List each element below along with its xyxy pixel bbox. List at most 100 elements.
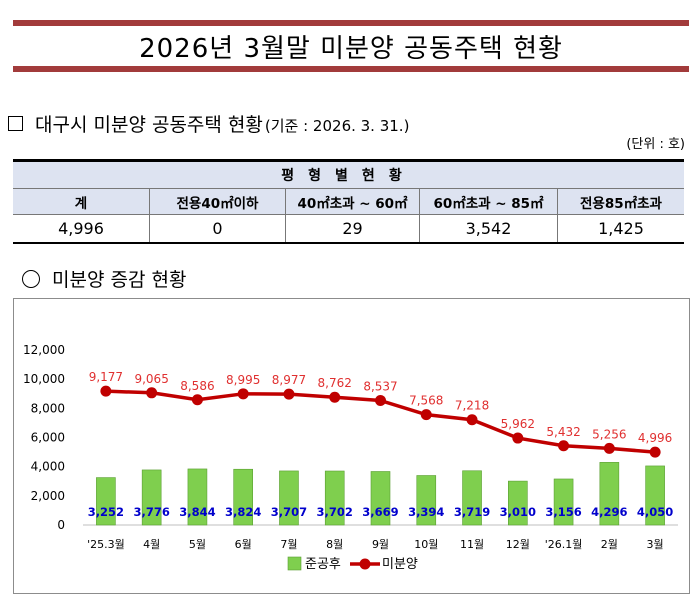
x-tick-label: 12월	[506, 538, 530, 551]
table-cell: 29	[285, 214, 420, 244]
table-group-header-row: 평형별현황	[13, 159, 684, 189]
section-title: 미분양 증감 현황	[52, 269, 187, 291]
bar	[233, 468, 253, 526]
bar-data-label: 3,719	[454, 505, 490, 519]
legend-swatch-bar	[287, 556, 302, 571]
table-header-cell: 전용40㎡이하	[149, 188, 286, 215]
table-header-row: 계 전용40㎡이하 40㎡초과 ~ 60㎡ 60㎡초과 ~ 85㎡ 전용85㎡초…	[13, 188, 684, 215]
bar	[279, 470, 299, 526]
bar	[599, 462, 620, 526]
x-tick-label: 11월	[460, 538, 484, 551]
x-tick-label: 5월	[189, 538, 206, 551]
y-tick-label: 10,000	[23, 372, 65, 386]
x-tick-label: '26.1월	[545, 538, 583, 551]
x-tick-label: '25.3월	[87, 538, 125, 551]
x-tick-label: 2월	[601, 538, 618, 551]
title-bar: 2026년 3월말 미분양 공동주택 현황	[13, 20, 689, 72]
status-table: 평형별현황 계 전용40㎡이하 40㎡초과 ~ 60㎡ 60㎡초과 ~ 85㎡ …	[13, 159, 684, 244]
bar	[187, 468, 208, 526]
bar	[645, 465, 665, 526]
line-point	[329, 391, 341, 403]
line-point	[191, 394, 203, 406]
line-data-label: 8,977	[272, 373, 306, 387]
section-heading-status: 대구시 미분양 공동주택 현황 (기준 : 2026. 3. 31.)	[8, 110, 409, 137]
bar-data-label: 3,707	[271, 505, 307, 519]
bar	[370, 471, 391, 526]
line-data-label: 5,962	[501, 417, 535, 431]
table-cell: 3,542	[419, 214, 558, 244]
line-data-label: 8,762	[318, 376, 352, 390]
y-tick-label: 2,000	[31, 489, 65, 503]
bar-data-label: 3,394	[408, 505, 444, 519]
table-header-cell: 40㎡초과 ~ 60㎡	[285, 188, 420, 215]
y-tick-label: 8,000	[31, 401, 65, 415]
bar	[462, 470, 482, 526]
line-data-label: 7,218	[455, 399, 489, 413]
legend-label: 준공후	[305, 557, 341, 572]
page-title: 2026년 3월말 미분양 공동주택 현황	[139, 33, 563, 64]
line-point	[375, 395, 386, 407]
bar-data-label: 3,844	[179, 505, 215, 519]
line-data-label: 4,996	[638, 431, 672, 445]
x-tick-label: 4월	[143, 538, 160, 551]
line-point	[100, 385, 112, 397]
line-point	[466, 414, 478, 426]
table-header-cell: 전용85㎡초과	[557, 188, 684, 215]
combo-chart: 0 2,000 4,000 6,000 8,000 10,000 12,000 3,252 3,…	[23, 343, 678, 572]
section-heading-change: 미분양 증감 현황	[22, 265, 186, 292]
x-tick-label: 9월	[372, 538, 389, 551]
checkbox-square-icon	[8, 116, 23, 131]
bar-data-label: 3,156	[545, 505, 581, 519]
x-tick-label: 3월	[647, 538, 664, 551]
line-data-label: 9,177	[89, 370, 123, 384]
bar	[141, 469, 162, 526]
line-point	[649, 446, 661, 458]
chart-frame	[13, 298, 690, 594]
line-data-label: 8,586	[180, 379, 214, 393]
line-point	[512, 432, 524, 444]
table-header-cell: 60㎡초과 ~ 85㎡	[419, 188, 558, 215]
bar-data-label: 3,669	[362, 505, 398, 519]
line-data-label: 9,065	[134, 372, 168, 386]
table-row: 4,996 0 29 3,542 1,425	[13, 214, 684, 244]
line-point	[146, 387, 158, 399]
line-data-label: 8,537	[363, 380, 397, 394]
reference-date: (기준 : 2026. 3. 31.)	[264, 117, 410, 135]
bar-data-label: 4,296	[591, 505, 627, 519]
bar-data-label: 3,252	[88, 505, 124, 519]
x-tick-label: 6월	[235, 538, 252, 551]
line-data-label: 5,256	[592, 427, 626, 441]
y-tick-label: 4,000	[31, 460, 65, 474]
table-cell: 0	[149, 214, 286, 244]
bar	[324, 470, 345, 526]
table-cell: 4,996	[13, 214, 150, 244]
line-data-label: 5,432	[546, 425, 580, 439]
bar-data-label: 3,010	[500, 505, 536, 519]
line-data-label: 8,995	[226, 373, 260, 387]
line-data-label: 7,568	[409, 394, 443, 408]
table-group-header: 평형별현황	[13, 159, 684, 189]
bar	[416, 475, 437, 526]
bar	[508, 480, 528, 526]
x-tick-label: 10월	[414, 538, 438, 551]
unit-label: (단위 : 호)	[626, 137, 685, 152]
legend-swatch-point	[359, 558, 371, 570]
bar-data-label: 4,050	[637, 505, 673, 519]
x-tick-label: 7월	[280, 538, 297, 551]
table-header-cell: 계	[13, 188, 150, 215]
line-point	[283, 388, 295, 400]
x-tick-label: 8월	[326, 538, 343, 551]
legend-label: 미분양	[382, 557, 418, 572]
line-point	[558, 440, 570, 452]
table-cell: 1,425	[557, 214, 684, 244]
line-point	[603, 442, 615, 454]
y-tick-label: 0	[57, 518, 65, 532]
bar-data-label: 3,776	[133, 505, 169, 519]
bar	[96, 477, 116, 526]
bar	[553, 478, 574, 526]
section-title: 대구시 미분양 공동주택 현황	[35, 114, 263, 136]
bar-data-label: 3,824	[225, 505, 261, 519]
bar-data-label: 3,702	[317, 505, 353, 519]
line-point	[420, 409, 432, 421]
circle-bullet-icon	[22, 269, 40, 288]
